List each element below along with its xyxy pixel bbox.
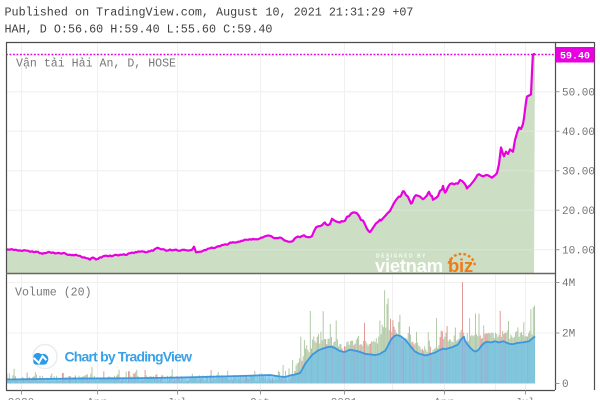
svg-text:30.00: 30.00 <box>562 166 595 178</box>
svg-text:HAH, D O:56.60 H:59.40 L:55.60: HAH, D O:56.60 H:59.40 L:55.60 C:59.40 <box>5 23 273 37</box>
svg-text:Vận tải Hải An, D, HOSE: Vận tải Hải An, D, HOSE <box>16 58 176 71</box>
svg-text:Jul: Jul <box>167 398 187 400</box>
svg-text:Volume (20): Volume (20) <box>15 287 92 300</box>
svg-text:0: 0 <box>562 379 569 391</box>
svg-text:20.00: 20.00 <box>562 206 595 218</box>
svg-text:2020: 2020 <box>8 398 34 400</box>
svg-text:40.00: 40.00 <box>562 127 595 139</box>
svg-text:Published on TradingView.com,: Published on TradingView.com, August 10,… <box>5 6 414 20</box>
svg-text:Apr: Apr <box>434 398 454 400</box>
svg-text:Chart by TradingView: Chart by TradingView <box>65 349 193 365</box>
svg-text:50.00: 50.00 <box>562 87 595 99</box>
svg-text:Jul: Jul <box>515 398 535 400</box>
svg-text:vietnam: vietnam <box>375 255 443 276</box>
svg-text:Oct: Oct <box>250 398 270 400</box>
svg-text:Apr: Apr <box>87 398 107 400</box>
svg-text:biz: biz <box>448 255 473 276</box>
svg-text:2M: 2M <box>562 329 575 341</box>
svg-text:4M: 4M <box>562 278 575 290</box>
svg-text:DESIGNED BY: DESIGNED BY <box>376 254 427 260</box>
svg-text:59.40: 59.40 <box>560 52 590 63</box>
svg-text:2021: 2021 <box>331 398 358 400</box>
svg-text:10.00: 10.00 <box>562 245 595 257</box>
